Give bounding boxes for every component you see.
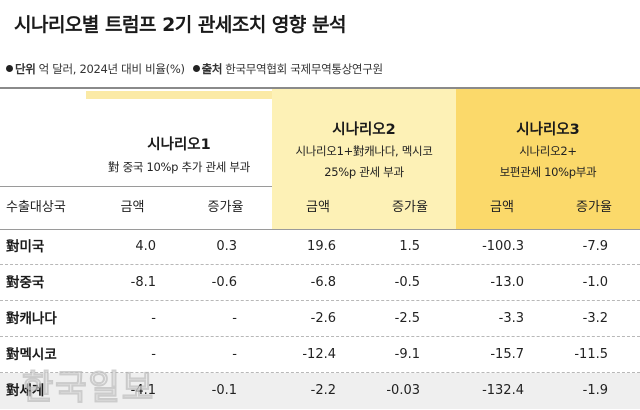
cell-value: -13.0 xyxy=(490,275,524,290)
meta-line: 단위 억 달러, 2024년 대비 비율(%) 출처 한국무역협회 국제무역통상연구원 xyxy=(6,61,383,77)
scenario3-band xyxy=(456,89,640,186)
scenario2-desc-line2: 25%p 관세 부과 xyxy=(324,165,404,179)
row-label: 對세계 xyxy=(6,383,45,399)
cell-value: -132.4 xyxy=(482,383,524,398)
cell-value: 0.3 xyxy=(216,239,237,254)
cell-value: 4.0 xyxy=(135,239,156,254)
col-header-s1-amount: 금액 xyxy=(120,200,145,215)
watermark-logo: 한국일보 xyxy=(21,368,156,409)
cell-value: -100.3 xyxy=(482,239,524,254)
cell-value: -3.2 xyxy=(582,311,608,326)
cell-value: -3.3 xyxy=(498,311,524,326)
cell-value: -2.6 xyxy=(310,311,336,326)
col-header-s2-amount: 금액 xyxy=(272,186,364,229)
col-header-s1-increase: 증가율 xyxy=(207,200,244,215)
top-divider xyxy=(0,87,640,89)
source-label: 출처 xyxy=(201,62,223,76)
page-title: 시나리오별 트럼프 2기 관세조치 영향 분석 xyxy=(14,14,346,36)
cell-value: 1.5 xyxy=(399,239,420,254)
bullet-dot-icon xyxy=(192,65,200,72)
cell-value: -0.03 xyxy=(386,383,420,398)
col-header-s2-increase: 증가율 xyxy=(364,186,456,229)
table-row: 對미국 4.0 0.3 19.6 1.5 -100.3 -7.9 xyxy=(0,229,640,265)
row-label: 對멕시코 xyxy=(6,347,57,363)
scenario2-name: 시나리오2 xyxy=(332,122,396,138)
cell-value: -0.1 xyxy=(211,383,237,398)
unit-label: 단위 xyxy=(15,62,36,76)
cell-value: - xyxy=(232,311,237,326)
bullet-dot-icon xyxy=(6,65,13,72)
unit-text: 억 달러, 2024년 대비 비율(%) xyxy=(38,62,185,76)
scenario3-desc-line2: 보편관세 10%p부과 xyxy=(499,165,597,179)
scenario1-band xyxy=(86,91,272,99)
scenario1-header: 시나리오1 對 중국 10%p 추가 관세 부과 xyxy=(86,133,272,176)
cell-value: -0.5 xyxy=(394,275,420,290)
cell-value: -7.9 xyxy=(582,239,608,254)
table-body: 對미국 4.0 0.3 19.6 1.5 -100.3 -7.9 對중국 -8.… xyxy=(0,229,640,409)
table-row: 對캐나다 - - -2.6 -2.5 -3.3 -3.2 xyxy=(0,301,640,337)
cell-value: - xyxy=(232,347,237,362)
source-text: 한국무역협회 국제무역통상연구원 xyxy=(225,62,383,76)
cell-value: - xyxy=(151,347,156,362)
cell-value: -8.1 xyxy=(130,275,156,290)
scenario2-desc-line1: 시나리오1+對캐나다, 멕시코 xyxy=(295,144,433,158)
cell-value: 19.6 xyxy=(307,239,336,254)
cell-value: -0.6 xyxy=(211,275,237,290)
scenario2-band xyxy=(272,89,456,186)
col-header-s3-increase: 증가율 xyxy=(548,186,640,229)
cell-value: -6.8 xyxy=(310,275,336,290)
cell-value: -12.4 xyxy=(302,347,336,362)
col-header-country: 수출대상국 xyxy=(6,200,66,215)
scenario3-name: 시나리오3 xyxy=(516,122,580,138)
cell-value: -4.1 xyxy=(130,383,156,398)
scenario3-header: 시나리오3 시나리오2+ 보편관세 10%p부과 xyxy=(456,118,640,181)
scenario3-desc-line1: 시나리오2+ xyxy=(519,144,577,158)
table-row-total: 對세계 -4.1 -0.1 -2.2 -0.03 -132.4 -1.9 xyxy=(0,373,640,409)
cell-value: -11.5 xyxy=(574,347,608,362)
cell-value: -2.2 xyxy=(310,383,336,398)
cell-value: -15.7 xyxy=(490,347,524,362)
table-row: 對멕시코 - - -12.4 -9.1 -15.7 -11.5 xyxy=(0,337,640,373)
scenario2-header: 시나리오2 시나리오1+對캐나다, 멕시코 25%p 관세 부과 xyxy=(272,118,456,181)
scenario1-desc: 對 중국 10%p 추가 관세 부과 xyxy=(108,160,250,174)
cell-value: -2.5 xyxy=(394,311,420,326)
cell-value: -1.9 xyxy=(582,383,608,398)
row-label: 對미국 xyxy=(6,239,45,255)
column-header-row: 수출대상국 금액 증가율 금액 증가율 금액 증가율 xyxy=(0,186,640,229)
body-divider xyxy=(0,229,640,230)
cell-value: -1.0 xyxy=(582,275,608,290)
row-label: 對중국 xyxy=(6,275,45,291)
scenario1-name: 시나리오1 xyxy=(147,137,211,153)
table-row: 對중국 -8.1 -0.6 -6.8 -0.5 -13.0 -1.0 xyxy=(0,265,640,301)
cell-value: - xyxy=(151,311,156,326)
row-label: 對캐나다 xyxy=(6,311,57,327)
col-header-s3-amount: 금액 xyxy=(456,186,548,229)
cell-value: -9.1 xyxy=(394,347,420,362)
